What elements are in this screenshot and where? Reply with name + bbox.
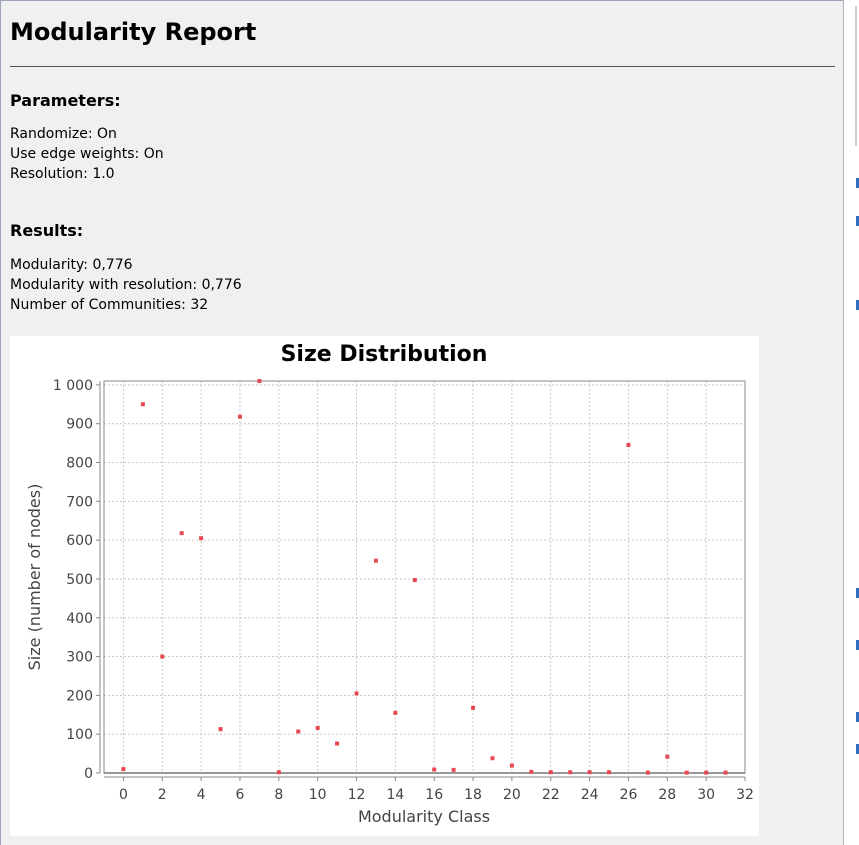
- edge-divider: [855, 6, 857, 146]
- edge-marker: [856, 300, 859, 310]
- edge-marker: [856, 712, 859, 722]
- y-tick-label: 400: [66, 611, 93, 627]
- data-point: [704, 770, 709, 775]
- edge-marker: [856, 640, 859, 650]
- x-tick-label: 10: [309, 787, 327, 803]
- edge-marker: [856, 216, 859, 226]
- edge-marker: [856, 178, 859, 188]
- chart-title: Size Distribution: [281, 342, 488, 367]
- data-point: [490, 756, 495, 761]
- parameter-randomize: Randomize: On: [10, 126, 117, 142]
- result-modularity-resolution: Modularity with resolution: 0,776: [10, 277, 242, 293]
- x-tick-label: 22: [542, 787, 560, 803]
- data-point: [451, 767, 456, 772]
- y-tick-label: 900: [66, 417, 93, 433]
- results-heading: Results:: [10, 221, 84, 240]
- parameter-edge-weights: Use edge weights: On: [10, 146, 164, 162]
- y-tick-label: 100: [66, 727, 93, 743]
- x-tick-label: 18: [464, 787, 482, 803]
- data-point: [568, 770, 573, 775]
- result-modularity: Modularity: 0,776: [10, 257, 133, 273]
- x-tick-label: 28: [658, 787, 676, 803]
- data-point: [665, 754, 670, 759]
- data-point: [471, 705, 476, 710]
- x-tick-label: 32: [736, 787, 754, 803]
- y-axis-label: Size (number of nodes): [25, 484, 44, 671]
- data-point: [276, 770, 281, 775]
- x-tick-label: 0: [119, 787, 128, 803]
- data-point: [257, 379, 262, 383]
- data-point: [509, 763, 514, 768]
- data-points: [121, 379, 728, 775]
- data-point: [626, 443, 631, 448]
- window-edge-strip: [843, 0, 859, 845]
- data-point: [296, 729, 301, 734]
- x-tick-label: 6: [236, 787, 245, 803]
- data-point: [373, 558, 378, 563]
- y-tick-label: 0: [84, 766, 93, 782]
- x-tick-label: 8: [274, 787, 283, 803]
- data-point: [645, 770, 650, 775]
- grid-lines: [104, 381, 746, 774]
- y-tick-label: 1 000: [53, 378, 93, 394]
- x-tick-label: 24: [581, 787, 599, 803]
- data-point: [140, 402, 145, 407]
- data-point: [218, 727, 223, 732]
- x-axis-label: Modularity Class: [358, 807, 490, 826]
- data-point: [548, 770, 553, 775]
- data-point: [587, 770, 592, 775]
- result-community-count: Number of Communities: 32: [10, 297, 209, 313]
- x-tick-label: 26: [620, 787, 638, 803]
- x-tick-label: 4: [197, 787, 206, 803]
- title-divider: [10, 66, 835, 67]
- data-point: [529, 769, 534, 774]
- edge-marker: [856, 744, 859, 754]
- y-tick-label: 700: [66, 494, 93, 510]
- data-point: [121, 767, 126, 772]
- data-point: [237, 414, 242, 419]
- y-tick-label: 300: [66, 650, 93, 666]
- data-point: [315, 725, 320, 730]
- data-point: [335, 741, 340, 746]
- edge-marker: [856, 588, 859, 598]
- data-point: [412, 578, 417, 583]
- data-point: [723, 770, 728, 775]
- x-tick-label: 16: [425, 787, 443, 803]
- y-tick-label: 600: [66, 533, 93, 549]
- data-point: [199, 536, 204, 541]
- report-title: Modularity Report: [10, 18, 257, 46]
- size-distribution-chart: Size Distribution 0 2 4 6 8 10 12 14 16 18 20 22 24 2…: [10, 336, 759, 836]
- data-point: [393, 710, 398, 715]
- x-tick-label: 12: [348, 787, 366, 803]
- data-point: [684, 770, 689, 775]
- y-tick-label: 500: [66, 572, 93, 588]
- data-point: [179, 531, 184, 536]
- x-tick-label: 30: [697, 787, 715, 803]
- plot-area: [103, 380, 746, 774]
- parameters-heading: Parameters:: [10, 91, 121, 110]
- y-tick-label: 800: [66, 456, 93, 472]
- y-tick-label: 200: [66, 688, 93, 704]
- x-tick-label: 2: [158, 787, 167, 803]
- chart-svg: Size Distribution 0 2 4 6 8 10 12 14 16 18 20 22 24 2…: [25, 342, 754, 826]
- data-point: [432, 767, 437, 772]
- data-point: [354, 691, 359, 696]
- axes: 0 2 4 6 8 10 12 14 16 18 20 22 24 26 28 30 3201002003004…: [53, 378, 754, 803]
- x-tick-label: 20: [503, 787, 521, 803]
- x-tick-label: 14: [386, 787, 404, 803]
- data-point: [160, 654, 165, 659]
- data-point: [607, 770, 612, 775]
- parameter-resolution: Resolution: 1.0: [10, 166, 115, 182]
